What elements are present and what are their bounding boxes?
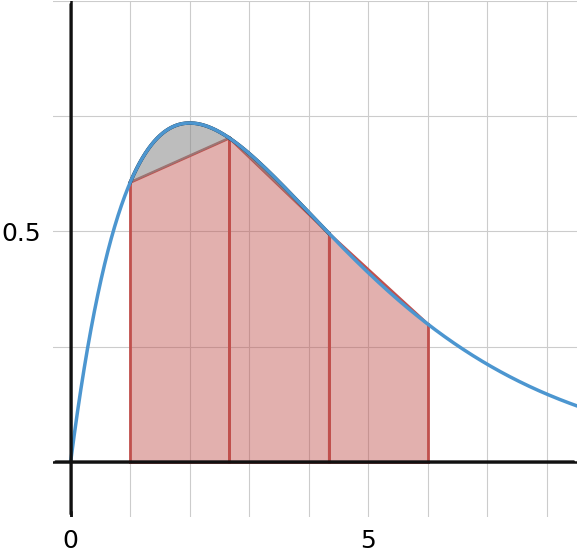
Polygon shape (130, 123, 229, 182)
Polygon shape (229, 138, 329, 461)
Polygon shape (130, 138, 229, 461)
Polygon shape (229, 138, 329, 233)
Polygon shape (329, 233, 428, 461)
